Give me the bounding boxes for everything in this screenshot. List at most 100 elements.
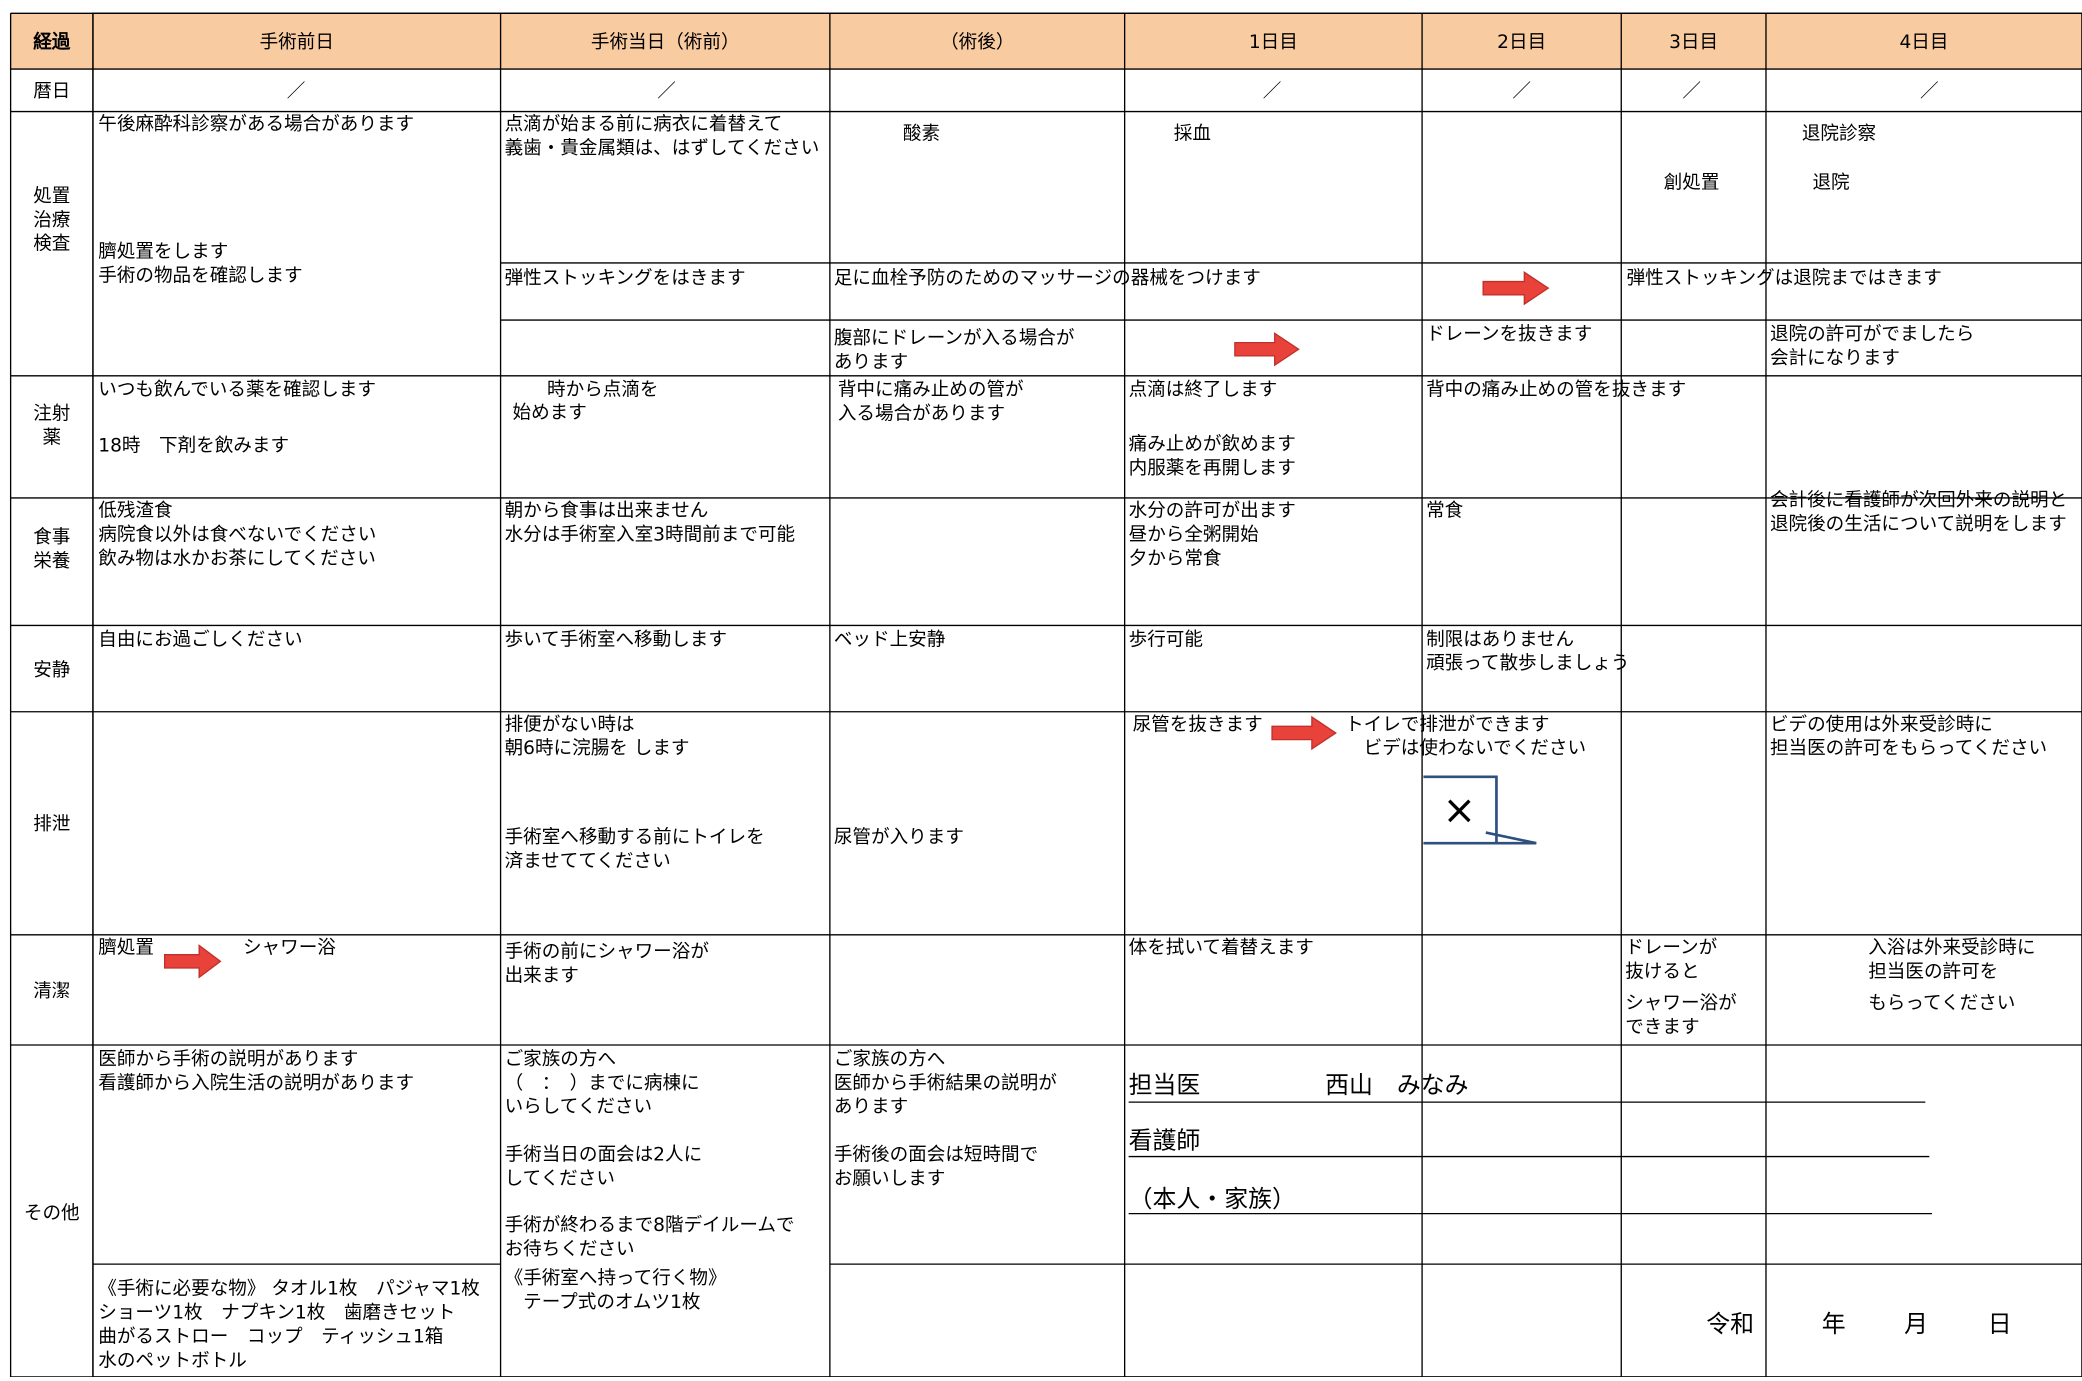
header-label: 手術当日（術前） [591, 32, 740, 53]
cell-text: ドレーンを抜きます [1426, 324, 1592, 345]
cell-text: ビデの使用は外来受診時に [1770, 714, 1993, 735]
cell-text: 看護師 [1129, 1127, 1201, 1155]
cell-text: 医師から手術の説明があります [98, 1049, 358, 1070]
cell-text: （本人・家族） [1129, 1185, 1296, 1213]
cell-text: 内服薬を再開します [1129, 458, 1296, 479]
cell-text: ご家族の方へ [834, 1049, 945, 1070]
cell-text: してください [505, 1168, 615, 1189]
cell-text: 会計後に看護師が次回外来の説明と [1770, 490, 2067, 511]
header-band [10, 13, 2082, 70]
cell-text: 月 [1904, 1310, 1928, 1338]
cell-text: 退院の許可がでましたら [1770, 324, 1974, 345]
calendar-slash: ／ [287, 81, 306, 102]
cell-text: 尿管を抜きます [1133, 714, 1263, 735]
cell-text: 点滴は終了します [1129, 380, 1278, 401]
cell-text: 入る場合があります [838, 404, 1005, 425]
cell-text: 創処置 [1664, 173, 1720, 194]
cell-text: 背中に痛み止めの管が [838, 380, 1024, 401]
header-label: 手術前日 [260, 32, 334, 53]
calendar-slash: ／ [1512, 81, 1531, 102]
cell-text: 退院後の生活について説明をします [1770, 514, 2067, 535]
cell-text: シャワー浴が [1625, 993, 1737, 1014]
cell-text: 手術の物品を確認します [98, 266, 302, 287]
cell-text: あります [834, 1097, 908, 1118]
row-label: 処置 [33, 186, 70, 207]
cell-text: （ ： ）までに病棟に [505, 1073, 700, 1094]
cell-text: ご家族の方へ [505, 1049, 616, 1070]
cell-text: 年 [1822, 1310, 1846, 1338]
row-label: 暦日 [33, 81, 70, 102]
cell-text: ドレーンが [1625, 937, 1717, 958]
cell-text: 水分は手術室入室3時間前まで可能 [505, 524, 795, 545]
cell-text: 看護師から入院生活の説明があります [98, 1073, 414, 1094]
cell-text: 手術が終わるまで8階デイルームで [505, 1215, 795, 1236]
cell-text: 夕から常食 [1129, 548, 1222, 569]
cell-text: できます [1625, 1017, 1699, 1038]
cell-text: 酸素 [903, 123, 940, 144]
cell-text: 飲み物は水かお茶にしてください [98, 548, 376, 569]
cell-text: お願いします [834, 1168, 945, 1189]
cell-text: 背中の痛み止めの管を抜きます [1426, 380, 1686, 401]
calendar-slash: ／ [1682, 81, 1701, 102]
cell-text: 手術室へ移動する前にトイレを [505, 827, 765, 848]
row-label: 食事 [33, 527, 70, 548]
cell-text: 弾性ストッキングは退院まではきます [1627, 268, 1942, 289]
cell-text: 痛み止めが飲めます [1129, 434, 1296, 455]
cell-text: 義歯・貴金属類は、はずしてください [505, 138, 820, 159]
cell-text: 手術当日の面会は2人に [505, 1145, 703, 1166]
row-label: 治療 [33, 210, 70, 231]
cell-text: 歩行可能 [1129, 629, 1203, 650]
cell-text: 抜けると [1625, 961, 1699, 982]
frame [92, 12, 2082, 1378]
cell-text: 尿管が入ります [834, 827, 964, 848]
cell-text: トイレで排泄ができます [1345, 714, 1549, 735]
cell-text: 始めます [513, 402, 587, 423]
cell-text: 制限はありません [1426, 629, 1574, 650]
header-label: 4日目 [1899, 32, 1948, 53]
cell-text: 水分の許可が出ます [1129, 501, 1296, 522]
cell-text: 採血 [1174, 123, 1211, 144]
cell-text: 昼から全粥開始 [1129, 524, 1259, 545]
row-label: 注射 [33, 404, 70, 425]
row-label: 栄養 [33, 551, 70, 572]
cell-text: 腹部にドレーンが入る場合が [834, 328, 1075, 349]
header-label: 2日目 [1497, 32, 1546, 53]
cell-text: 済ませててください [505, 851, 671, 872]
cell-text: 担当医 [1129, 1071, 1201, 1099]
cell-text: 臍処置をします [98, 242, 228, 263]
cell-text: ショーツ1枚 ナプキン1枚 歯磨きセット [98, 1303, 455, 1324]
header-label: 1日目 [1249, 32, 1298, 53]
cell-text: 自由にお過ごしください [98, 629, 302, 650]
cell-text: いつも飲んでいる薬を確認します [98, 380, 376, 401]
header-label: （術後） [940, 32, 1014, 53]
cell-text: 弾性ストッキングをはきます [505, 268, 746, 289]
cell-text: 手術の前にシャワー浴が [505, 941, 710, 962]
cell-text: 低残渣食 [98, 501, 173, 522]
calendar-slash: ／ [657, 81, 676, 102]
cell-text: 《手術に必要な物》 タオル1枚 パジャマ1枚 [98, 1279, 480, 1300]
cell-text: テープ式のオムツ1枚 [505, 1292, 701, 1313]
row-label: 薬 [42, 428, 61, 449]
cell-text: いらしてください [505, 1097, 653, 1118]
cell-text: 退院 [1812, 173, 1849, 194]
cell-text: 入浴は外来受診時に [1868, 937, 2035, 958]
row-label: 排泄 [33, 814, 70, 835]
cell-text: 令和 [1706, 1310, 1754, 1338]
speech-bubble [1423, 775, 1537, 845]
cell-text: 西山 みなみ [1325, 1071, 1468, 1099]
row-label: 安静 [33, 660, 70, 681]
cell-text: シャワー浴 [243, 937, 336, 958]
arrows [163, 270, 1550, 979]
cell-text: 朝6時に浣腸を します [505, 738, 690, 759]
cell-text: 日 [1988, 1310, 2012, 1338]
cell-text: 足に血栓予防のためのマッサージの器械をつけます [834, 268, 1261, 289]
header-label: 3日目 [1669, 32, 1718, 53]
cell-text: 担当医の許可を [1868, 961, 1998, 982]
cell-text: ビデは使わないでください [1345, 738, 1586, 759]
cell-text: 時から点滴を [547, 380, 658, 401]
cell-text: 手術後の面会は短時間で [834, 1145, 1038, 1166]
calendar-slash: ／ [1263, 81, 1282, 102]
cell-text: 点滴が始まる前に病衣に着替えて [505, 114, 783, 135]
cell-text: 18時 下剤を飲みます [98, 435, 289, 456]
